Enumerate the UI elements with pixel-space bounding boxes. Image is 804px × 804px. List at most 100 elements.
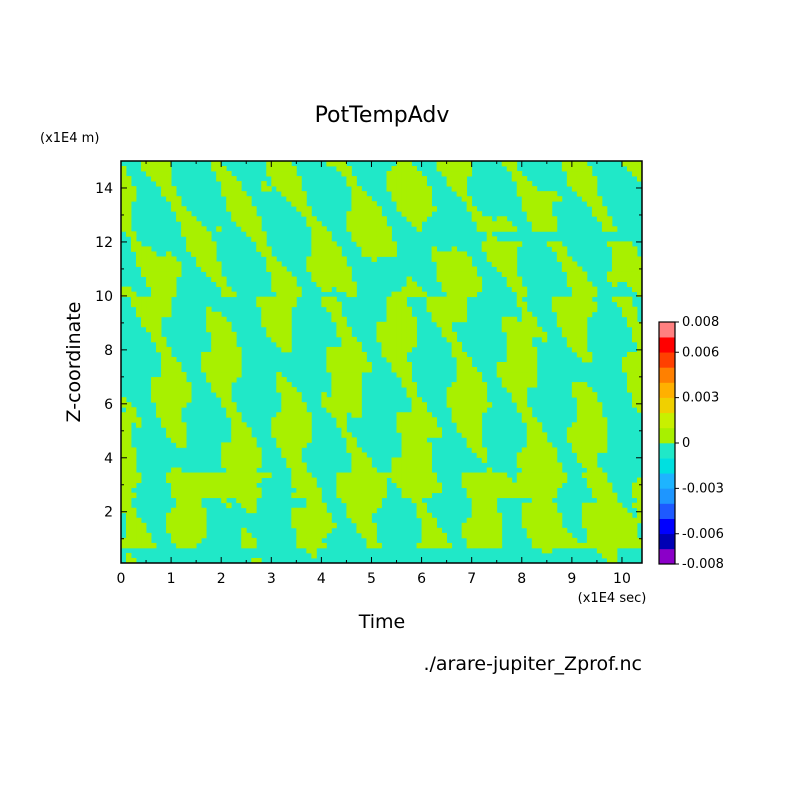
field-cell <box>321 392 327 398</box>
field-cell <box>286 427 292 433</box>
field-cell <box>516 392 523 398</box>
field-cell <box>536 507 543 514</box>
field-cell <box>541 547 548 554</box>
field-cell <box>361 467 367 473</box>
field-cell <box>126 221 132 227</box>
field-cell <box>286 161 292 167</box>
field-cell <box>161 256 167 262</box>
field-cell <box>136 522 142 529</box>
field-cell <box>461 256 468 262</box>
field-cell <box>501 241 508 247</box>
field-cell <box>596 517 603 524</box>
field-cell <box>396 467 402 473</box>
field-cell <box>526 412 533 418</box>
field-cell <box>546 507 553 514</box>
field-cell <box>591 467 598 473</box>
field-cell <box>421 462 427 468</box>
field-cell <box>531 432 538 438</box>
field-cell <box>306 422 312 428</box>
field-cell <box>211 351 217 358</box>
field-cell <box>186 387 192 393</box>
x-tick-label: 5 <box>367 571 376 587</box>
field-cell <box>416 472 422 478</box>
field-cell <box>611 271 618 277</box>
field-cell <box>416 402 422 408</box>
field-cell <box>151 316 157 323</box>
colorbar-swatch <box>659 382 675 398</box>
field-cell <box>586 427 593 433</box>
field-cell <box>156 171 162 177</box>
field-cell <box>346 497 352 504</box>
field-cell <box>471 522 478 529</box>
field-cell <box>416 211 422 217</box>
field-cell <box>521 382 528 388</box>
field-cell <box>156 341 162 348</box>
field-cell <box>216 356 222 363</box>
field-cell <box>426 492 432 499</box>
field-cell <box>401 196 407 202</box>
field-cell <box>581 397 588 403</box>
field-cell <box>156 161 162 167</box>
field-cell <box>631 517 638 524</box>
field-cell <box>381 346 387 353</box>
field-cell <box>276 176 282 182</box>
field-cell <box>606 542 613 549</box>
field-cell <box>166 382 172 388</box>
field-cell <box>471 537 478 544</box>
field-cell <box>401 341 407 348</box>
field-cell <box>181 487 187 494</box>
field-cell <box>276 442 282 448</box>
field-cell <box>186 482 192 489</box>
field-cell <box>221 176 227 182</box>
field-cell <box>186 211 192 217</box>
field-cell <box>591 437 598 443</box>
field-cell <box>456 191 463 197</box>
field-cell <box>171 261 177 267</box>
field-cell <box>566 331 573 338</box>
field-cell <box>376 497 382 504</box>
field-cell <box>161 311 167 318</box>
field-cell <box>236 372 242 378</box>
field-cell <box>366 246 372 252</box>
field-cell <box>121 432 127 438</box>
field-cell <box>556 467 563 473</box>
field-cell <box>381 472 387 478</box>
field-cell <box>511 346 518 353</box>
field-cell <box>361 236 367 242</box>
field-cell <box>351 341 357 348</box>
field-cell <box>481 216 488 222</box>
field-cell <box>506 316 513 323</box>
field-cell <box>396 422 402 428</box>
field-cell <box>266 186 272 192</box>
field-cell <box>341 372 347 378</box>
field-cell <box>346 271 352 277</box>
field-cell <box>146 171 152 177</box>
field-cell <box>291 467 297 473</box>
field-cell <box>246 447 252 453</box>
field-cell <box>451 161 458 167</box>
field-cell <box>541 477 548 483</box>
field-cell <box>351 216 357 222</box>
field-cell <box>236 432 242 438</box>
field-cell <box>351 462 357 468</box>
field-cell <box>541 331 548 338</box>
field-cell <box>126 211 132 217</box>
field-cell <box>391 341 397 348</box>
field-cell <box>466 367 473 373</box>
field-cell <box>226 397 232 403</box>
field-cell <box>181 382 187 388</box>
field-cell <box>546 216 553 222</box>
field-cell <box>306 221 312 227</box>
field-cell <box>631 306 638 313</box>
field-cell <box>261 316 267 323</box>
field-cell <box>321 281 327 288</box>
field-cell <box>126 437 132 443</box>
field-cell <box>396 306 402 313</box>
field-cell <box>321 397 327 403</box>
field-cell <box>536 482 543 489</box>
field-cell <box>436 537 443 544</box>
field-cell <box>571 382 578 388</box>
field-cell <box>431 206 438 212</box>
field-cell <box>286 176 292 182</box>
field-cell <box>581 346 588 353</box>
